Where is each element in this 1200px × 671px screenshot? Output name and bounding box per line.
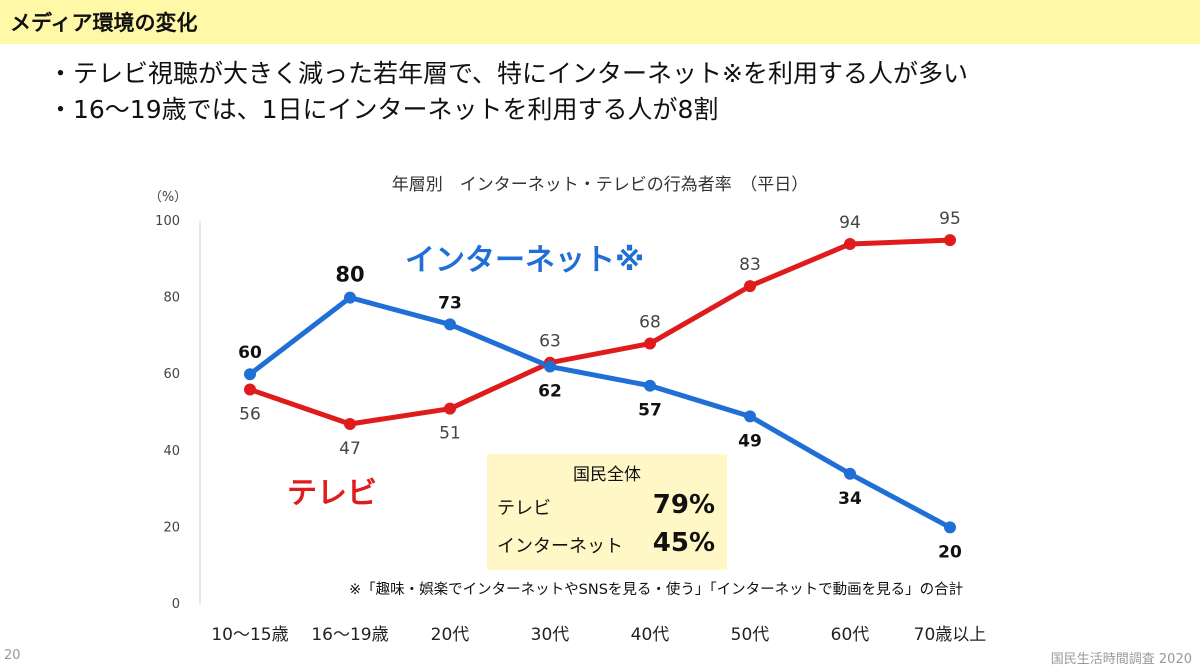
summary-tv-value: 79% — [652, 490, 715, 520]
page-number: 20 — [4, 648, 21, 663]
internet-point — [244, 368, 256, 381]
x-tick-label: 70歳以上 — [914, 625, 987, 645]
internet-point — [344, 291, 356, 304]
tv-point — [244, 383, 256, 396]
internet-point — [744, 410, 756, 423]
y-tick-label: 20 — [163, 520, 180, 535]
y-tick-label: 80 — [163, 291, 180, 306]
x-ticks: 10〜15歳 16〜19歳 20代 30代 40代 50代 60代 70歳以上 — [211, 625, 986, 645]
y-tick-label: 0 — [172, 597, 180, 612]
internet-point — [944, 521, 956, 534]
tv-point — [344, 417, 356, 430]
header-bar: メディア環境の変化 — [0, 0, 1200, 44]
y-tick-label: 60 — [163, 367, 180, 382]
bullet-item: ・テレビ視聴が大きく減った若年層で、特にインターネット※を利用する人が多い — [48, 59, 968, 88]
tv-data-label: 51 — [439, 424, 461, 444]
internet-data-label: 20 — [938, 542, 962, 562]
tv-data-label: 94 — [839, 213, 861, 233]
y-tick-label: 40 — [163, 444, 180, 459]
tv-data-label: 63 — [539, 332, 561, 352]
y-axis-unit: （%） — [149, 190, 187, 205]
internet-data-label: 60 — [238, 343, 262, 363]
internet-data-label: 73 — [438, 293, 462, 313]
internet-point — [444, 318, 456, 331]
summary-internet-label: インターネット — [497, 536, 623, 557]
tv-data-label: 56 — [239, 405, 261, 425]
x-tick-label: 60代 — [831, 625, 870, 645]
summary-title: 国民全体 — [573, 465, 641, 485]
internet-data-label: 80 — [335, 263, 364, 287]
summary-box: 国民全体 テレビ 79% インターネット 45% — [487, 454, 727, 570]
tv-series-label: テレビ — [287, 476, 377, 511]
x-tick-label: 40代 — [631, 625, 670, 645]
x-tick-label: 30代 — [531, 625, 570, 645]
internet-line — [248, 295, 952, 530]
internet-point — [544, 360, 556, 373]
tv-point — [644, 337, 656, 350]
footnote: ※「趣味・娯楽でインターネットやSNSを見る・使う」「インターネットで動画を見る… — [349, 582, 964, 598]
x-tick-label: 16〜19歳 — [311, 625, 388, 645]
series-points — [244, 234, 956, 534]
internet-data-label: 62 — [538, 382, 562, 402]
summary-tv-label: テレビ — [497, 498, 551, 519]
tv-point — [844, 237, 856, 250]
tv-data-label: 95 — [939, 209, 961, 229]
y-ticks: 0 20 40 60 80 100 — [155, 214, 180, 612]
internet-data-label: 57 — [638, 401, 662, 421]
internet-data-label: 34 — [838, 489, 862, 509]
tv-data-label: 83 — [739, 255, 761, 275]
series-lines — [248, 237, 952, 530]
tv-line — [249, 237, 951, 427]
internet-data-label: 49 — [738, 431, 762, 451]
page-title: メディア環境の変化 — [10, 11, 198, 35]
bullet-item: ・16〜19歳では、1日にインターネットを利用する人が8割 — [48, 95, 719, 124]
bullet-list: ・テレビ視聴が大きく減った若年層で、特にインターネット※を利用する人が多い ・1… — [48, 56, 968, 128]
y-tick-label: 100 — [155, 214, 180, 229]
x-tick-label: 20代 — [431, 625, 470, 645]
summary-internet-value: 45% — [652, 528, 715, 558]
tv-point — [744, 280, 756, 293]
tv-data-label: 68 — [639, 313, 661, 333]
x-tick-label: 50代 — [731, 625, 770, 645]
internet-point — [844, 467, 856, 480]
x-tick-label: 10〜15歳 — [211, 625, 288, 645]
tv-point — [944, 234, 956, 247]
internet-series-label: インターネット※ — [405, 243, 644, 278]
internet-point — [644, 379, 656, 392]
tv-data-label: 47 — [339, 439, 361, 459]
data-labels: 60 80 73 62 57 49 34 20 56 47 51 63 68 83 94 95 — [238, 209, 962, 562]
tv-point — [444, 402, 456, 415]
chart-title: 年層別 インターネット・テレビの行為者率 （平日） — [392, 175, 809, 195]
source-credit: 国民生活時間調査 2020 — [1050, 652, 1192, 667]
